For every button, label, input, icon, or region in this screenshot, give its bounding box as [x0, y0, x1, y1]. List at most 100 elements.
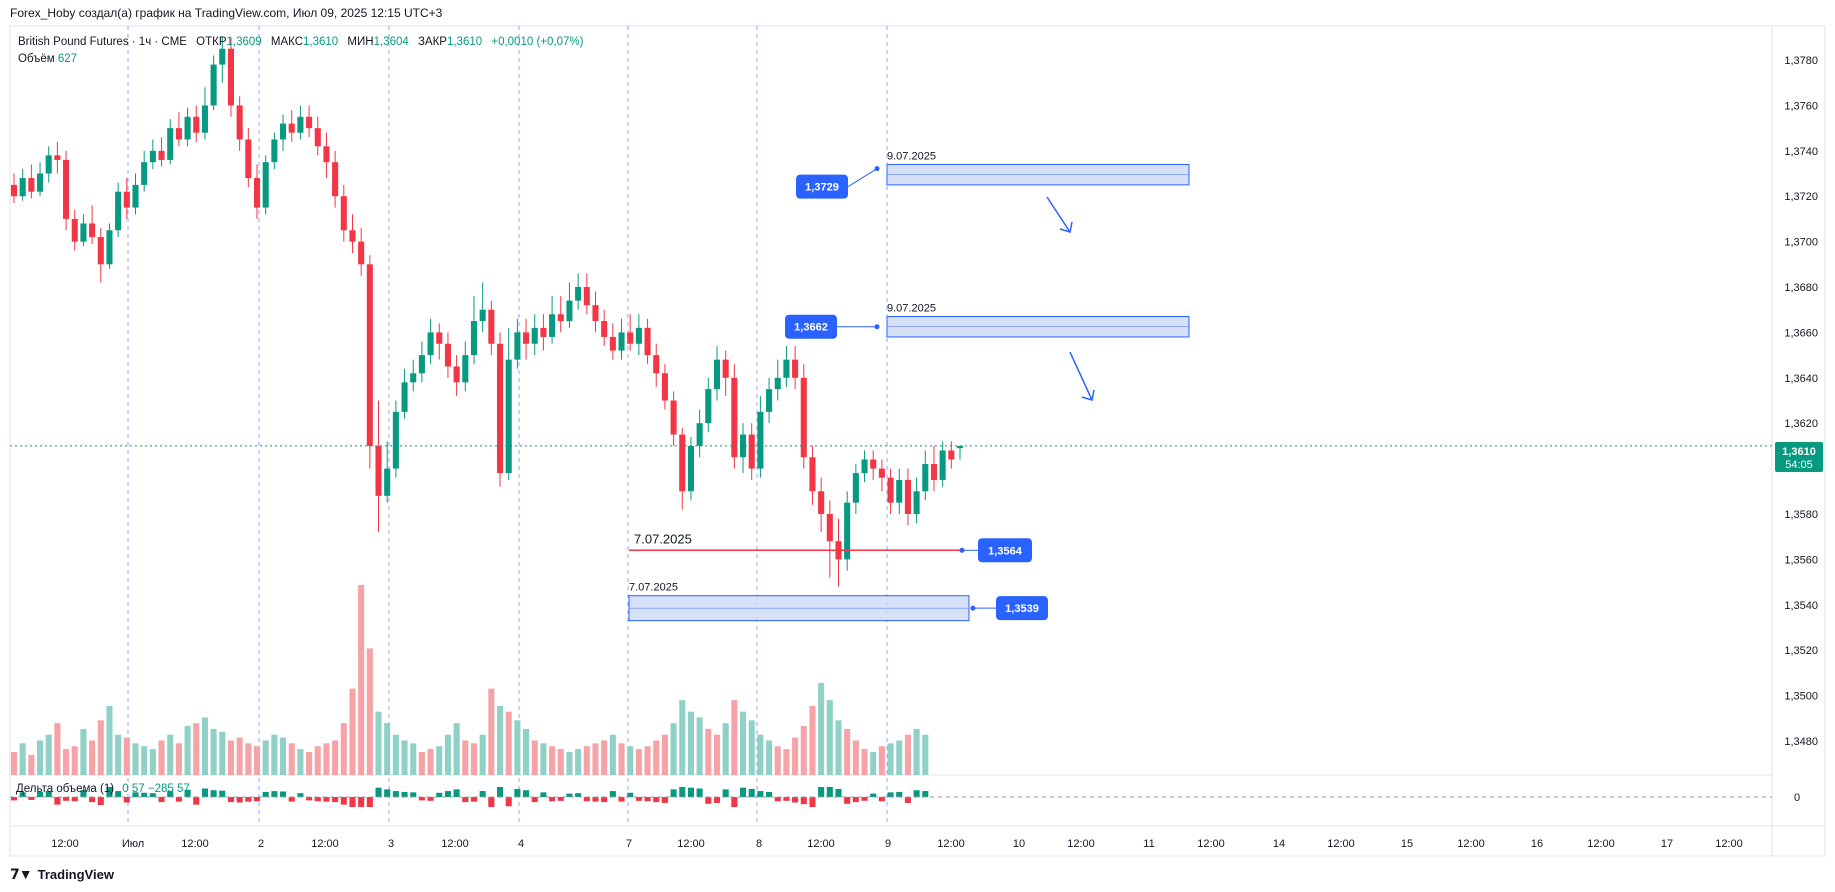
candle-body [783, 359, 790, 378]
candle-body [462, 355, 469, 383]
volume-bar [601, 740, 608, 775]
candle [818, 477, 825, 533]
delta-bar [158, 797, 165, 803]
candle [123, 178, 130, 219]
candle-body [800, 377, 807, 458]
volume-bar [253, 746, 261, 775]
volume-bar [219, 731, 226, 775]
open-value: 1,3609 [226, 36, 262, 48]
candle [887, 468, 894, 514]
candle-body [687, 445, 694, 492]
candle-body [375, 445, 382, 496]
delta-bar [80, 790, 87, 797]
volume-bar [757, 734, 764, 775]
candle-body [627, 332, 634, 344]
chart-legend: British Pound Futures · 1ч · CME ОТКР1,3… [18, 34, 583, 68]
price-tick-label: 1,3620 [1784, 418, 1818, 430]
volume-bar [618, 743, 625, 775]
candle-body [175, 128, 182, 140]
candle-body [731, 377, 738, 458]
price-tick-label: 1,3560 [1784, 554, 1818, 566]
candle-body [245, 139, 252, 179]
candle-body [549, 314, 556, 337]
volume-bar [774, 746, 781, 775]
candle-body [384, 468, 391, 496]
delta-bar [36, 791, 44, 797]
zone-price-tag-text: 1,3539 [1005, 603, 1039, 615]
annotations[interactable]: 9.07.2025 1,3729 9.07.2025 1,3662 7.07.2025 1… [628, 150, 1190, 622]
ohlc-legend-row: British Pound Futures · 1ч · CME ОТКР1,3… [18, 34, 583, 51]
delta-bar [54, 797, 61, 805]
candle-body [601, 321, 608, 337]
tradingview-logo[interactable]: 𝟳▼ TradingView [10, 866, 114, 883]
price-axis[interactable]: 1,3780 1,3760 1,3740 1,3720 1,3700 1,3680 1,36… [1784, 55, 1818, 748]
candle [349, 214, 356, 253]
time-tick-label: Июл [122, 838, 144, 850]
candle-body [184, 116, 191, 140]
volume-bar [557, 749, 564, 775]
delta-values: 0 57 −285 57 [122, 783, 190, 795]
delta-bar [332, 797, 339, 803]
volume-bar [427, 749, 434, 775]
high-value: 1,3610 [303, 36, 339, 48]
candle-body [158, 150, 165, 160]
delta-bar [705, 797, 712, 804]
close-label: ЗАКР [417, 36, 447, 48]
candle [783, 346, 790, 387]
volume-bar [288, 743, 295, 775]
delta-bar [896, 791, 903, 797]
symbol-title[interactable]: British Pound Futures · 1ч · CME [18, 36, 187, 48]
time-axis[interactable]: 12:00 Июл 12:00 2 12:00 3 12:00 4 7 12:00 8 12:00 9 1… [51, 838, 1743, 850]
candle-body [826, 513, 833, 542]
delta-bar [10, 797, 18, 801]
delta-bar [800, 797, 807, 805]
time-tick-label: 12:00 [181, 838, 209, 850]
time-tick-label: 4 [518, 838, 524, 850]
volume-bar [184, 726, 191, 775]
volume-bar [54, 723, 61, 775]
candle [314, 116, 321, 156]
volume-bar [861, 749, 868, 775]
candle [939, 441, 946, 487]
delta-bar [835, 788, 842, 797]
candle [36, 162, 44, 197]
volume-bar [132, 743, 139, 775]
delta-bar [297, 793, 304, 797]
volume-bar [280, 737, 287, 775]
candle [28, 164, 35, 199]
delta-bar [722, 789, 729, 797]
tradingview-logo-icon: 𝟳▼ [10, 866, 33, 882]
candle-body [488, 309, 495, 344]
badge-price: 1,3610 [1782, 446, 1816, 458]
delta-label[interactable]: Дельта объема (1) [16, 783, 115, 795]
delta-bar [132, 792, 139, 797]
candle [930, 445, 938, 492]
volume-bar [297, 749, 304, 775]
candle-body [10, 184, 18, 197]
delta-axis: 0 [1794, 792, 1800, 804]
delta-bar [904, 797, 911, 803]
zone-price-tag [996, 596, 1048, 621]
delta-bar [323, 797, 330, 802]
delta-bar [71, 797, 78, 802]
time-tick-label: 2 [258, 838, 264, 850]
time-tick-label: 12:00 [441, 838, 469, 850]
candle [175, 112, 182, 147]
open-label: ОТКР [196, 36, 227, 48]
candle-body [939, 450, 946, 480]
candle [45, 146, 52, 183]
candle-body [904, 479, 911, 514]
volume-bar [470, 743, 478, 775]
candle [618, 318, 625, 360]
candle [384, 441, 391, 503]
volume-label[interactable]: Объём [18, 53, 55, 65]
candle-body [115, 191, 122, 231]
price-tick-label: 1,3520 [1784, 645, 1818, 657]
price-tick-label: 1,3580 [1784, 509, 1818, 521]
candle [739, 423, 747, 474]
delta-bar [141, 792, 148, 797]
zone-price-tag-text: 1,3662 [794, 322, 828, 334]
candle [670, 391, 677, 446]
volume-bar [575, 749, 582, 775]
